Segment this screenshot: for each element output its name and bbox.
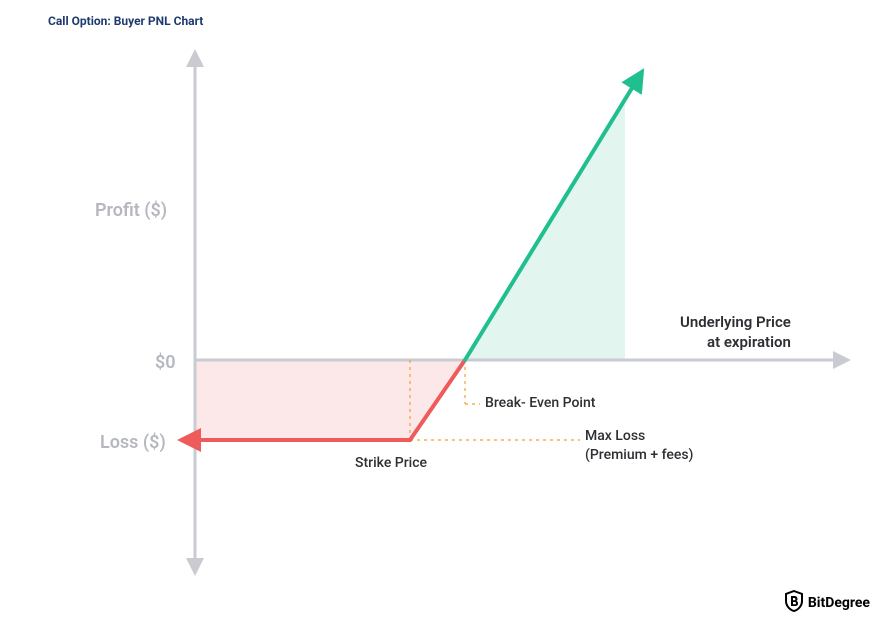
axis-label-zero: $0 bbox=[155, 352, 176, 373]
annot-strike: Strike Price bbox=[355, 455, 427, 471]
watermark-text: BitDegree bbox=[808, 595, 870, 611]
annot-break-even: Break- Even Point bbox=[485, 395, 595, 411]
annot-max-loss-line1: Max Loss bbox=[585, 427, 693, 446]
annot-underlying-line1: Underlying Price bbox=[680, 313, 791, 333]
chart-title: Call Option: Buyer PNL Chart bbox=[48, 14, 203, 28]
shield-icon bbox=[784, 590, 804, 616]
axis-label-profit: Profit ($) bbox=[95, 200, 167, 221]
annot-underlying-line2: at expiration bbox=[680, 333, 791, 353]
axis-label-loss: Loss ($) bbox=[100, 432, 166, 453]
annot-underlying: Underlying Price at expiration bbox=[680, 313, 791, 352]
pnl-chart bbox=[0, 0, 880, 622]
watermark: BitDegree bbox=[784, 590, 870, 616]
annot-max-loss-line2: (Premium + fees) bbox=[585, 446, 693, 465]
annot-max-loss: Max Loss (Premium + fees) bbox=[585, 427, 693, 465]
